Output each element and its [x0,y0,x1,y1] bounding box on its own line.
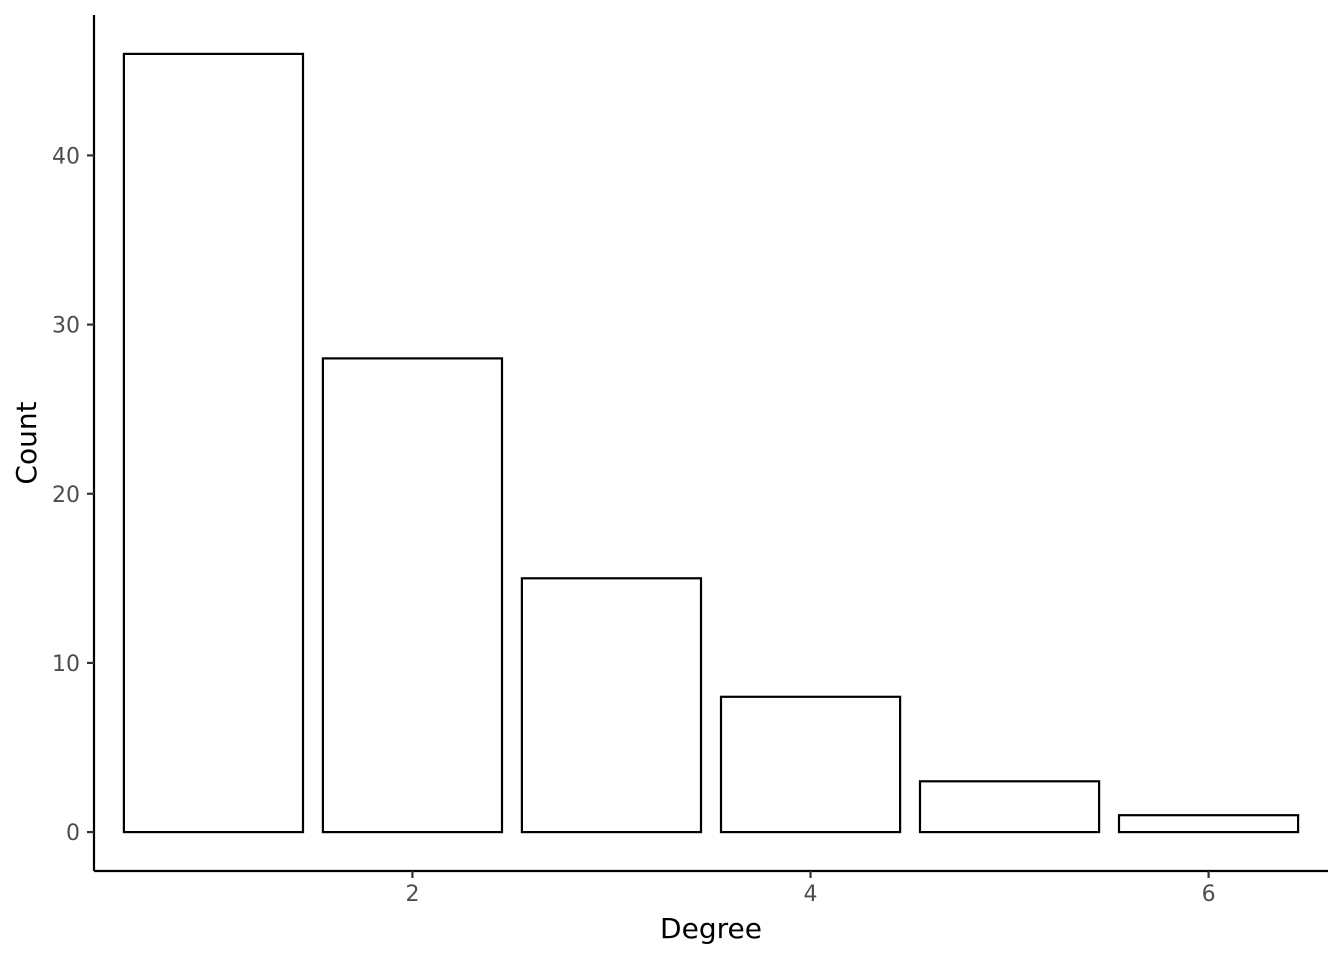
y-axis-title: Count [10,401,43,484]
bars-group [122,52,1300,834]
x-tick-label-2: 2 [405,882,419,907]
bar-degree-1 [122,52,305,834]
y-tick-label-40: 40 [52,144,80,169]
bar-degree-3 [520,577,703,834]
y-axis-ticks: 0 10 20 30 40 [52,144,94,846]
x-axis-ticks: 2 4 6 [405,871,1216,907]
bar-degree-2 [321,357,504,834]
x-tick-label-4: 4 [804,882,818,907]
y-tick-label-10: 10 [52,652,80,677]
bar-degree-4 [719,695,902,834]
y-tick-label-20: 20 [52,483,80,508]
y-tick-label-30: 30 [52,314,80,339]
x-tick-label-6: 6 [1202,882,1216,907]
x-axis-title: Degree [660,912,762,945]
bar-degree-6 [1117,814,1300,834]
y-tick-label-0: 0 [66,821,80,846]
bar-degree-5 [918,780,1101,834]
